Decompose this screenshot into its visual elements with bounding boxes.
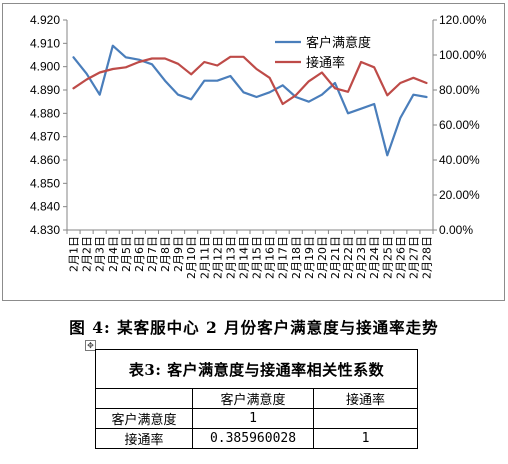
right-tick-label: 120.00%	[439, 13, 487, 27]
table-row-label: 接通率	[95, 428, 193, 449]
move-anchor-icon[interactable]: ✥	[85, 340, 96, 351]
x-tick-label: 2月16日	[264, 236, 277, 279]
line-chart: 4.830 4.840 4.850 4.860 4.870 4.880 4.890 4.900…	[2, 3, 505, 301]
x-tick-label: 2月21日	[329, 236, 342, 279]
table-header-cell: 客户满意度	[192, 388, 314, 409]
x-tick-label: 2月23日	[355, 236, 368, 279]
x-tick-label: 2月14日	[237, 236, 250, 279]
x-tick-label: 2月9日	[172, 236, 185, 272]
table-header-cell: 接通率	[312, 388, 419, 409]
x-tick-label: 2月20日	[316, 236, 329, 279]
left-tick-label: 4.920	[30, 13, 60, 27]
x-tick-label: 2月24日	[368, 236, 381, 279]
left-tick-label: 4.850	[30, 176, 60, 190]
right-tick-label: 100.00%	[439, 48, 487, 62]
left-tick-label: 4.880	[30, 106, 60, 120]
x-tick-label: 2月11日	[198, 236, 211, 279]
right-tick-label: 80.00%	[439, 83, 480, 97]
right-tick-label: 0.00%	[439, 223, 473, 237]
x-tick-label: 2月3日	[94, 236, 107, 272]
legend-label: 客户满意度	[306, 35, 371, 51]
left-tick-label: 4.910	[30, 36, 60, 50]
left-tick-label: 4.830	[30, 223, 60, 237]
table-cell: 0.385960028	[192, 428, 314, 449]
x-tick-label: 2月7日	[146, 236, 159, 272]
figure-caption: 图 4: 某客服中心 2 月份客户满意度与接通率走势	[69, 318, 439, 337]
x-tick-label: 2月2日	[81, 236, 94, 272]
chart-canvas: 4.830 4.840 4.850 4.860 4.870 4.880 4.890 4.900…	[30, 13, 487, 279]
left-tick-label: 4.870	[30, 130, 60, 144]
x-tick-label: 2月1日	[68, 236, 81, 272]
x-tick-label: 2月8日	[159, 236, 172, 272]
x-tick-label: 2月27日	[407, 236, 420, 279]
right-tick-label: 40.00%	[439, 153, 480, 167]
table-header-row: 客户满意度 接通率	[95, 388, 419, 409]
table-row: 客户满意度 1	[95, 408, 419, 429]
left-tick-label: 4.900	[30, 60, 60, 74]
table-header-cell	[95, 388, 193, 409]
left-tick-label: 4.860	[30, 153, 60, 167]
series-line-connection-rate	[72, 55, 428, 106]
table-row: 接通率 0.385960028 1	[95, 428, 419, 449]
correlation-table: 表3: 客户满意度与接通率相关性系数 客户满意度 接通率 客户满意度 1 接通率…	[94, 349, 419, 449]
table-row-label: 客户满意度	[95, 408, 193, 429]
right-tick-label: 20.00%	[439, 188, 480, 202]
x-tick-label: 2月18日	[290, 236, 303, 279]
x-tick-label: 2月15日	[251, 236, 264, 279]
series-line-satisfaction	[72, 44, 428, 157]
x-tick-label: 2月22日	[342, 236, 355, 279]
x-tick-label: 2月12日	[211, 236, 224, 279]
x-tick-label: 2月17日	[277, 236, 290, 279]
left-tick-label: 4.840	[30, 200, 60, 214]
x-tick-label: 2月4日	[107, 236, 120, 272]
x-tick-label: 2月25日	[381, 236, 394, 279]
right-tick-label: 60.00%	[439, 118, 480, 132]
legend-label: 接通率	[306, 55, 345, 71]
x-tick-label: 2月6日	[133, 236, 146, 272]
x-tick-label: 2月26日	[394, 236, 407, 279]
x-tick-label: 2月28日	[420, 236, 433, 279]
table-title: 表3: 客户满意度与接通率相关性系数	[94, 349, 419, 389]
x-tick-label: 2月13日	[224, 236, 237, 279]
x-tick-label: 2月5日	[120, 236, 133, 272]
left-tick-label: 4.890	[30, 83, 60, 97]
table-cell: 1	[312, 428, 419, 449]
x-tick-label: 2月10日	[185, 236, 198, 279]
table-cell: 1	[192, 408, 314, 429]
x-tick-label: 2月19日	[303, 236, 316, 279]
table-title-row: 表3: 客户满意度与接通率相关性系数	[94, 349, 419, 389]
table-cell	[312, 408, 419, 429]
